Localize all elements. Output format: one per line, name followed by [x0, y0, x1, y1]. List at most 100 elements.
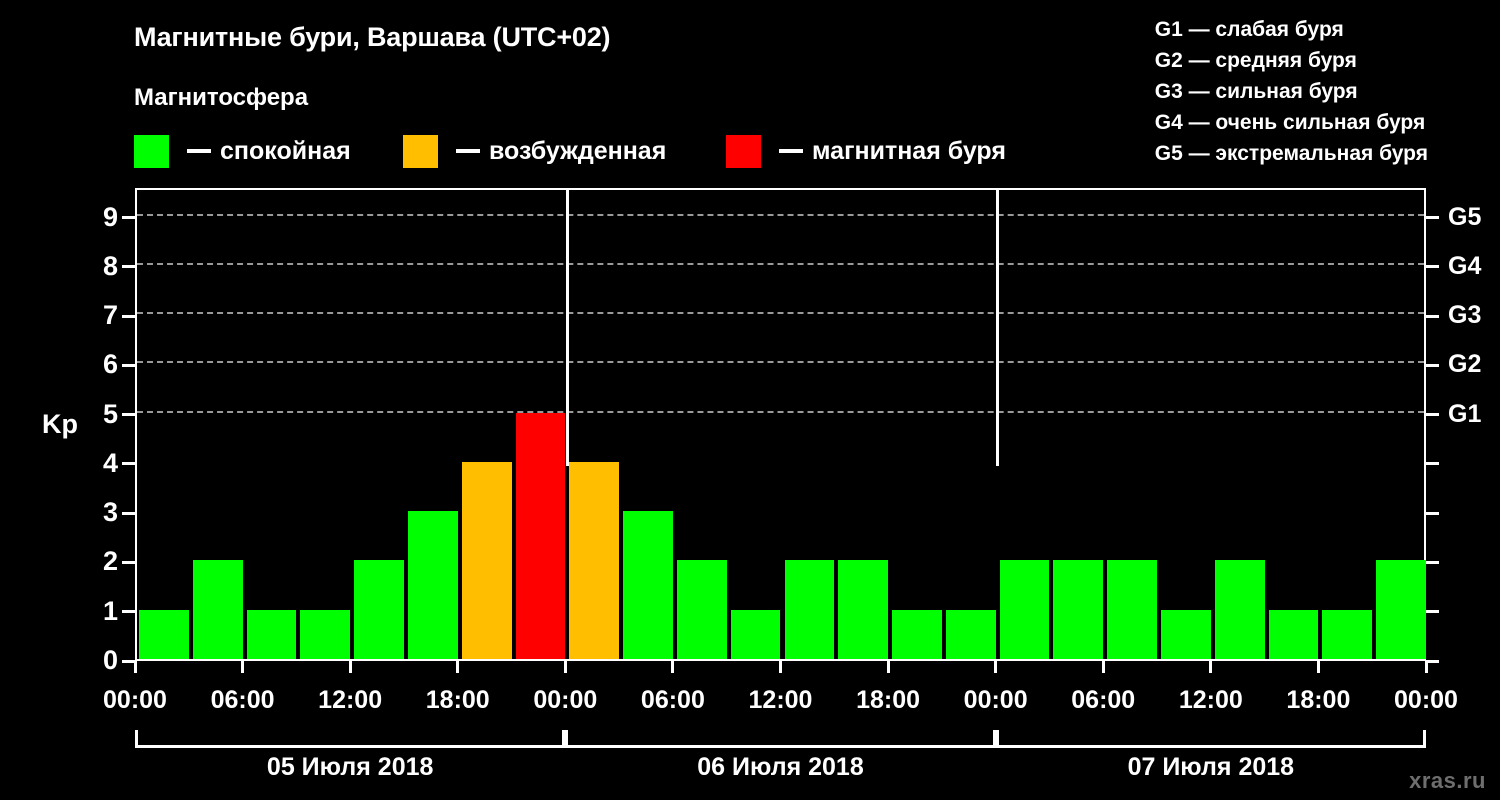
bar-4[interactable] — [354, 560, 404, 659]
y-tick-label-1: 1 — [102, 595, 118, 626]
legend-dash-icon — [187, 149, 211, 153]
g-legend-separator: — — [1182, 18, 1216, 41]
bar-18[interactable] — [1107, 560, 1158, 659]
x-tick-mark-6 — [779, 661, 782, 673]
date-bracket-1 — [565, 730, 996, 748]
bar-22[interactable] — [1322, 609, 1373, 659]
y-axis-title: Kp — [42, 409, 78, 439]
x-tick-mark-0 — [133, 661, 137, 673]
x-tick-mark-12 — [1424, 661, 1428, 673]
g-legend-code: G3 — [1154, 80, 1183, 103]
bar-0[interactable] — [139, 609, 189, 659]
g-legend-description: экстремальная буря — [1215, 142, 1428, 165]
bar-17[interactable] — [1053, 560, 1104, 659]
day-separator — [565, 188, 569, 466]
g-legend-description: сильная буря — [1215, 80, 1358, 103]
date-label-0: 05 Июля 2018 — [266, 753, 434, 781]
y-tick-mark-8 — [122, 265, 135, 269]
y-tick-label-9: 9 — [102, 201, 118, 232]
bar-13[interactable] — [838, 560, 889, 659]
y-tick-mark-6 — [122, 363, 135, 367]
bar-10[interactable] — [676, 560, 727, 659]
x-tick-mark-5 — [671, 661, 675, 673]
bar-7[interactable] — [515, 412, 566, 659]
g-legend-code: G1 — [1154, 18, 1183, 41]
y-tick-label-4: 4 — [102, 447, 118, 478]
g-tick-label-g4: G4 — [1448, 251, 1482, 280]
bar-3[interactable] — [300, 609, 351, 659]
x-tick-mark-4 — [563, 661, 567, 673]
bar-14[interactable] — [892, 609, 942, 659]
g-tick-label-g3: G3 — [1448, 301, 1482, 330]
gridline-kp-8 — [137, 262, 1424, 265]
y-tick-label-7: 7 — [102, 300, 118, 331]
y-tick-mark-0 — [122, 659, 135, 663]
watermark: xras.ru — [1409, 768, 1486, 793]
legend-item-label: возбужденная — [489, 136, 667, 165]
x-tick-label-8: 00:00 — [963, 686, 1028, 714]
g-tick-mark-g5 — [1426, 216, 1439, 220]
y-tick-mark-3 — [122, 511, 135, 515]
x-tick-label-7: 18:00 — [856, 686, 921, 714]
date-bracket-2 — [995, 730, 1426, 748]
bar-16[interactable] — [999, 560, 1050, 659]
y-tick-mark-5 — [122, 413, 135, 417]
g-axis-minor-tick-1 — [1426, 610, 1439, 614]
g-tick-mark-g1 — [1426, 413, 1439, 417]
g-legend-code: G4 — [1154, 111, 1183, 134]
x-tick-label-0: 00:00 — [103, 686, 167, 714]
g-axis-minor-tick-0 — [1426, 659, 1439, 663]
plot-inner — [137, 188, 1426, 659]
g-legend-row-g4: G4 — очень сильная буря — [1155, 107, 1428, 138]
x-tick-label-3: 18:00 — [425, 686, 490, 714]
bar-8[interactable] — [569, 461, 620, 659]
bar-11[interactable] — [730, 609, 781, 659]
g-legend-separator: — — [1182, 111, 1216, 134]
x-tick-mark-11 — [1316, 661, 1320, 673]
bar-series — [137, 190, 1426, 659]
bar-23[interactable] — [1376, 560, 1426, 659]
x-tick-label-5: 06:00 — [640, 686, 705, 714]
x-tick-label-2: 12:00 — [318, 686, 383, 714]
gridline-kp-7 — [137, 312, 1424, 315]
date-bracket-0 — [135, 730, 566, 748]
x-tick-mark-8 — [994, 661, 998, 673]
g-legend-description: слабая буря — [1215, 18, 1344, 41]
bar-12[interactable] — [784, 560, 835, 659]
x-tick-mark-9 — [1101, 661, 1105, 673]
g-scale-legend: G1 — слабая буря G2 — средняя буря G3 — си… — [1155, 14, 1428, 169]
bar-2[interactable] — [246, 609, 297, 659]
legend-swatch-icon — [134, 134, 169, 168]
g-legend-row-g5: G5 — экстремальная буря — [1155, 138, 1428, 169]
gridline-kp-5 — [137, 410, 1424, 413]
bar-6[interactable] — [461, 461, 512, 659]
x-tick-label-12: 00:00 — [1394, 686, 1458, 714]
x-tick-mark-1 — [241, 661, 245, 673]
y-tick-label-5: 5 — [102, 398, 118, 429]
date-label-1: 06 Июля 2018 — [697, 753, 864, 781]
g-legend-separator: — — [1182, 142, 1216, 165]
g-legend-code: G2 — [1154, 49, 1183, 72]
x-tick-label-9: 06:00 — [1071, 686, 1136, 714]
y-tick-mark-1 — [122, 610, 135, 614]
legend-item-0: спокойная — [134, 133, 351, 169]
legend-swatch-icon — [726, 134, 761, 168]
x-tick-mark-3 — [456, 661, 460, 673]
gridline-kp-6 — [137, 361, 1424, 364]
bar-9[interactable] — [623, 511, 673, 659]
bar-1[interactable] — [192, 560, 243, 659]
x-tick-mark-7 — [886, 661, 890, 673]
legend-swatch-icon — [403, 134, 438, 168]
g-legend-code: G5 — [1154, 142, 1183, 165]
date-label-2: 07 Июля 2018 — [1127, 753, 1295, 781]
bar-15[interactable] — [945, 609, 996, 659]
bar-5[interactable] — [407, 511, 458, 659]
bar-21[interactable] — [1268, 609, 1319, 659]
y-tick-mark-2 — [122, 560, 135, 564]
bar-20[interactable] — [1214, 560, 1265, 659]
bar-19[interactable] — [1161, 609, 1211, 659]
g-axis-minor-tick-4 — [1426, 462, 1439, 466]
y-tick-label-8: 8 — [102, 250, 118, 281]
x-tick-mark-10 — [1209, 661, 1213, 673]
